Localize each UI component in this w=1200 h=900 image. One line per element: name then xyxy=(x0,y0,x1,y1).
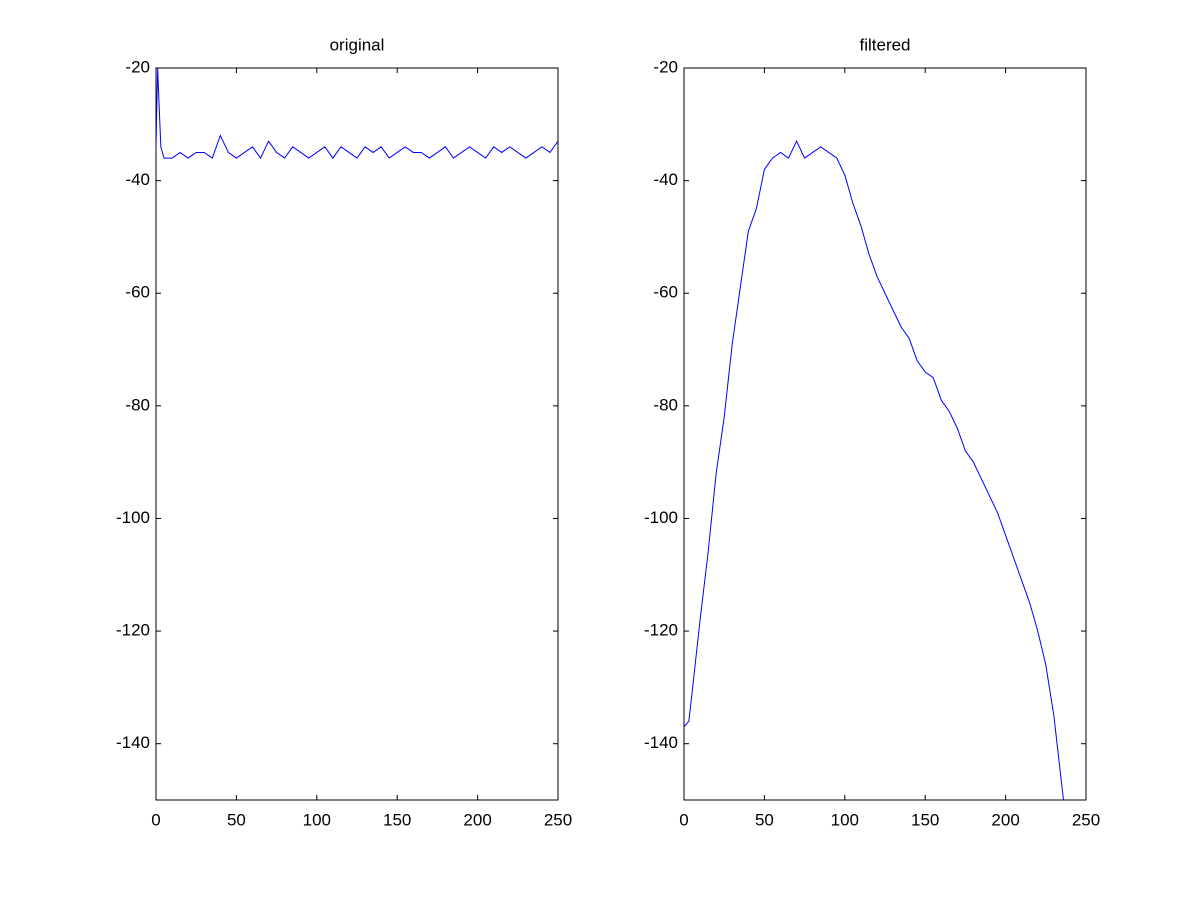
y-tick-label: -100 xyxy=(644,508,678,527)
y-tick-label: -120 xyxy=(644,621,678,640)
x-tick-label: 200 xyxy=(463,810,491,829)
y-tick-label: -20 xyxy=(653,57,678,76)
x-tick-label: 150 xyxy=(383,810,411,829)
y-tick-label: -120 xyxy=(116,621,150,640)
data-line xyxy=(684,140,1064,800)
x-tick-label: 250 xyxy=(1072,810,1100,829)
axes-title: filtered xyxy=(859,35,910,54)
x-tick-label: 200 xyxy=(991,810,1019,829)
x-tick-label: 150 xyxy=(911,810,939,829)
x-tick-label: 100 xyxy=(831,810,859,829)
y-tick-label: -40 xyxy=(125,170,150,189)
x-tick-label: 250 xyxy=(544,810,572,829)
y-tick-label: -60 xyxy=(125,283,150,302)
x-tick-label: 50 xyxy=(755,810,774,829)
x-tick-label: 0 xyxy=(151,810,160,829)
x-tick-label: 100 xyxy=(303,810,331,829)
y-tick-label: -140 xyxy=(644,733,678,752)
axes-title: original xyxy=(330,35,385,54)
y-tick-label: -80 xyxy=(653,395,678,414)
y-tick-label: -140 xyxy=(116,733,150,752)
x-tick-label: 50 xyxy=(227,810,246,829)
plot-area xyxy=(684,140,1064,800)
axes-box xyxy=(155,67,559,801)
y-tick-label: -20 xyxy=(125,57,150,76)
y-tick-label: -100 xyxy=(116,508,150,527)
axes-box xyxy=(683,67,1087,801)
y-tick-label: -80 xyxy=(125,395,150,414)
y-tick-label: -60 xyxy=(653,283,678,302)
x-tick-label: 0 xyxy=(679,810,688,829)
y-tick-label: -40 xyxy=(653,170,678,189)
plot-area xyxy=(156,68,558,160)
data-line xyxy=(156,68,558,160)
